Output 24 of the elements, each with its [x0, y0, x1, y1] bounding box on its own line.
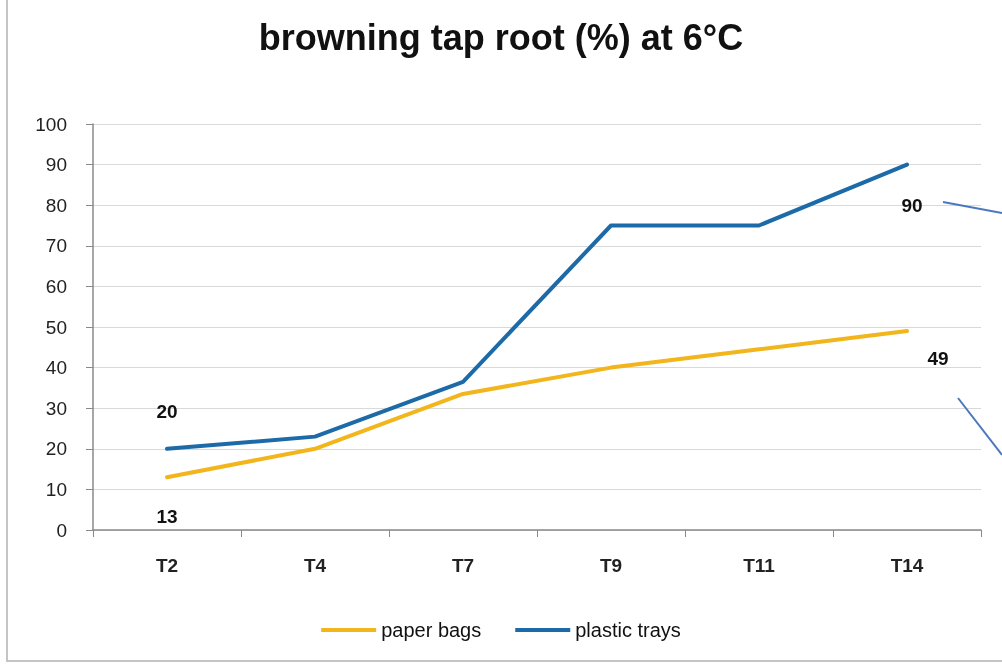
- y-tick-label: 100: [35, 113, 67, 135]
- y-tick-label: 60: [45, 275, 67, 297]
- y-tick-label: 80: [45, 194, 67, 216]
- y-tick-label: 40: [45, 357, 67, 379]
- x-tick-label: T2: [155, 555, 179, 576]
- data-label: 49: [927, 347, 949, 369]
- legend-label: plastic trays: [575, 619, 681, 641]
- y-tick-label: 30: [45, 397, 67, 419]
- x-tick-label: T9: [599, 555, 623, 576]
- y-tick-label: 0: [56, 519, 67, 541]
- legend-label: paper bags: [381, 619, 482, 641]
- x-tick-label: T14: [890, 555, 924, 576]
- data-label: 20: [156, 401, 178, 423]
- data-label: 90: [901, 195, 923, 217]
- data-label: 13: [156, 505, 178, 527]
- y-tick-label: 70: [45, 235, 67, 257]
- chart-title: browning tap root (%) at 6°C: [258, 16, 744, 58]
- x-tick-label: T11: [743, 555, 776, 576]
- x-tick-label: T7: [451, 555, 475, 576]
- x-tick-label: T4: [303, 555, 327, 576]
- y-tick-label: 10: [45, 478, 67, 500]
- y-tick-label: 50: [45, 316, 67, 338]
- y-tick-label: 20: [45, 438, 67, 460]
- y-tick-label: 90: [45, 154, 67, 176]
